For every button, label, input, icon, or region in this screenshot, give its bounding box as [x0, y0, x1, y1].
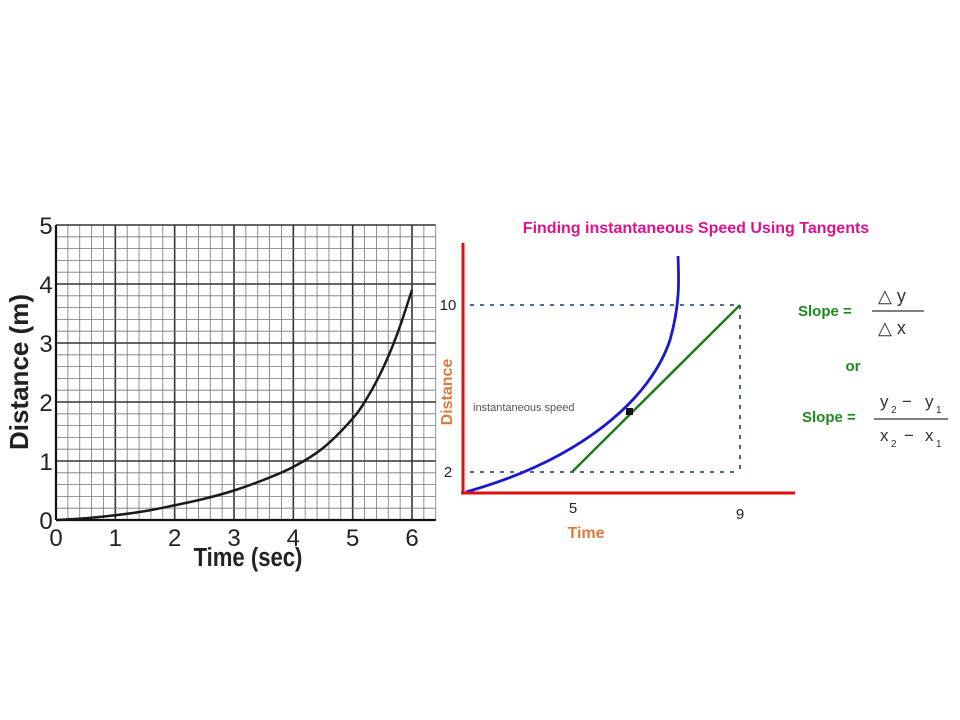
- x-tick-label: 0: [49, 525, 62, 552]
- numerator-y2: y: [880, 392, 889, 411]
- denominator-x1: x: [925, 426, 934, 445]
- delta-x: △ x: [878, 318, 906, 338]
- axes: [54, 225, 436, 522]
- numerator-y2-sub: 2: [891, 405, 897, 416]
- y-axis-label: Distance: [439, 359, 456, 426]
- y-tick-labels: 0 1 2 3 4 5: [39, 213, 52, 535]
- x-tick-label: 1: [109, 525, 122, 552]
- distance-time-chart: 0 1 2 3 4 5 6 0 1 2 3 4 5 Time (sec) Distance (m): [4, 213, 437, 572]
- grid: [55, 224, 437, 521]
- numerator-y1-sub: 1: [936, 405, 942, 416]
- y-tick-label: 1: [39, 449, 52, 476]
- y-tick-label: 5: [39, 213, 52, 240]
- x-axis-label: Time: [567, 525, 604, 542]
- chart-title: Finding instantaneous Speed Using Tangen…: [523, 220, 869, 237]
- x-tick-label: 4: [287, 525, 300, 552]
- series-line: [55, 289, 414, 522]
- tangent-chart: Finding instantaneous Speed Using Tangen…: [439, 220, 869, 542]
- x-tick-label: 5: [346, 525, 359, 552]
- or-text: or: [846, 358, 861, 375]
- tangent-line: [571, 304, 741, 473]
- x-tick-labels: 0 1 2 3 4 5 6: [49, 525, 418, 552]
- x-tick-label-9: 9: [736, 506, 744, 523]
- y-tick-label: 3: [39, 331, 52, 358]
- denominator-x1-sub: 1: [936, 439, 942, 450]
- x-tick-label: 6: [405, 525, 418, 552]
- numerator-y1: y: [925, 392, 934, 411]
- distance-curve: [465, 255, 681, 494]
- tangent-point: [626, 408, 633, 415]
- slope-label-1: Slope =: [798, 303, 852, 320]
- denominator-minus: −: [904, 426, 914, 445]
- slope-label-2: Slope =: [802, 409, 856, 426]
- delta-y: △ y: [878, 286, 906, 306]
- y-tick-label-2: 2: [444, 464, 452, 481]
- x-tick-label-5: 5: [569, 500, 577, 517]
- y-axis-label: Distance (m): [4, 294, 34, 450]
- numerator-minus: −: [902, 392, 912, 411]
- denominator-x2-sub: 2: [891, 439, 897, 450]
- x-axis-label: Time (sec): [194, 543, 303, 572]
- annotation-instantaneous-speed: instantaneous speed: [473, 402, 575, 414]
- y-tick-label: 2: [39, 390, 52, 417]
- y-tick-label: 4: [39, 272, 52, 299]
- y-tick-label: 0: [39, 508, 52, 535]
- slope-formulas: Slope = △ y △ x or Slope = y 2 − y 1 x 2…: [798, 286, 948, 450]
- x-tick-label: 3: [227, 525, 240, 552]
- y-tick-label-10: 10: [440, 297, 457, 314]
- denominator-x2: x: [880, 426, 889, 445]
- x-tick-label: 2: [168, 525, 181, 552]
